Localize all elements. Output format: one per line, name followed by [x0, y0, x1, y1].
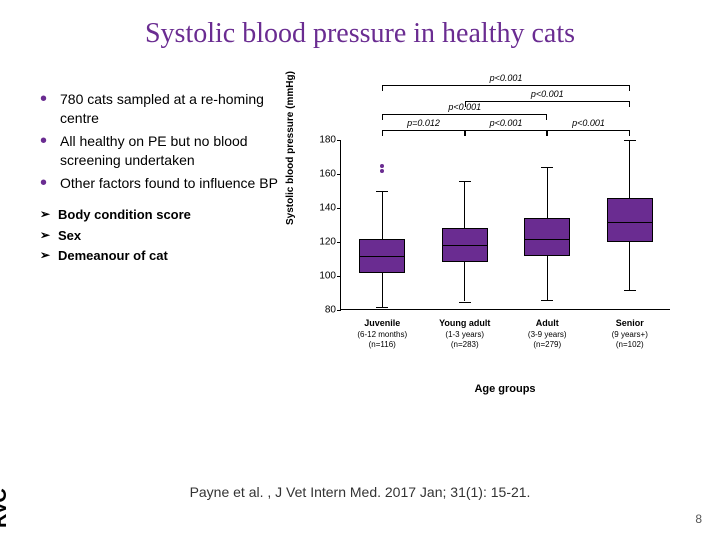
y-tick-label: 140 [311, 203, 336, 214]
content-area: 780 cats sampled at a re-homing centre A… [0, 90, 720, 390]
significance-label: p=0.012 [407, 118, 440, 128]
y-tick-label: 100 [311, 271, 336, 282]
x-tick-label: Young adult [425, 318, 505, 328]
arrow-item: Sex [40, 227, 280, 245]
rvc-logo: RVC [0, 489, 12, 528]
y-tick-label: 80 [311, 305, 336, 316]
arrow-item: Body condition score [40, 206, 280, 224]
arrow-item: Demeanour of cat [40, 247, 280, 265]
y-tick-label: 120 [311, 237, 336, 248]
significance-label: p<0.001 [572, 118, 605, 128]
x-tick-label: Adult [507, 318, 587, 328]
citation-text: Payne et al. , J Vet Intern Med. 2017 Ja… [0, 484, 720, 500]
boxplot-chart: Systolic blood pressure (mmHg) 801001201… [290, 90, 690, 390]
box [607, 198, 653, 242]
plot-area: 80100120140160180Juvenile(6-12 months)(n… [340, 140, 670, 310]
page-number: 8 [695, 512, 702, 526]
bullet-item: All healthy on PE but no blood screening… [40, 132, 280, 170]
arrow-list: Body condition score Sex Demeanour of ca… [40, 206, 280, 265]
significance-label: p<0.001 [490, 73, 523, 83]
slide-title: Systolic blood pressure in healthy cats [0, 0, 720, 50]
significance-label: p<0.001 [490, 118, 523, 128]
x-tick-label: Juvenile [342, 318, 422, 328]
bullet-list: 780 cats sampled at a re-homing centre A… [40, 90, 280, 192]
y-axis-label: Systolic blood pressure (mmHg) [285, 71, 296, 225]
chart-column: Systolic blood pressure (mmHg) 801001201… [290, 90, 700, 390]
y-tick-label: 180 [311, 135, 336, 146]
left-column: 780 cats sampled at a re-homing centre A… [40, 90, 290, 390]
bullet-item: 780 cats sampled at a re-homing centre [40, 90, 280, 128]
box [524, 218, 570, 255]
x-tick-label: Senior [590, 318, 670, 328]
bullet-item: Other factors found to influence BP [40, 174, 280, 193]
x-axis-label: Age groups [340, 383, 670, 395]
y-tick-label: 160 [311, 169, 336, 180]
significance-label: p<0.001 [531, 89, 564, 99]
